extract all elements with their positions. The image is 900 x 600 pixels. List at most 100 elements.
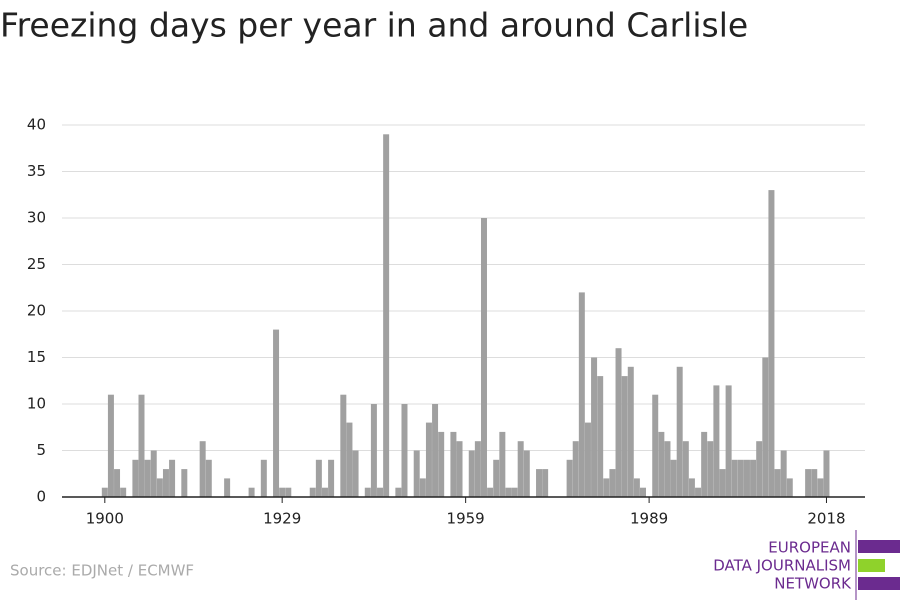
bar (633, 478, 640, 497)
bar (584, 422, 591, 497)
bar (707, 441, 714, 497)
bar (474, 441, 481, 497)
bar (150, 450, 157, 497)
bar (695, 487, 702, 497)
bar (377, 487, 384, 497)
bar (340, 394, 347, 497)
bar (273, 329, 280, 497)
y-tick-label: 20 (27, 302, 46, 320)
bar (248, 487, 255, 497)
bar (224, 478, 231, 497)
bar (468, 450, 475, 497)
bar (805, 469, 812, 497)
bar (285, 487, 292, 497)
bar (566, 459, 573, 497)
x-tick-label: 1900 (86, 510, 124, 528)
bar (493, 459, 500, 497)
x-tick-label: 2018 (807, 510, 845, 528)
source: Source: EDJNet / ECMWF (10, 562, 194, 580)
bar (591, 357, 598, 497)
bar (120, 487, 127, 497)
bar (199, 441, 206, 497)
bar (743, 459, 750, 497)
bar (542, 469, 549, 497)
bar (138, 394, 145, 497)
bar (205, 459, 212, 497)
bar (346, 422, 353, 497)
logo-bar (858, 559, 885, 572)
x-tick-label: 1959 (447, 510, 485, 528)
y-tick-label: 0 (36, 488, 46, 506)
bar (597, 376, 604, 497)
y-tick-label: 40 (27, 116, 46, 134)
bar (762, 357, 769, 497)
bar (487, 487, 494, 497)
bar (107, 394, 114, 497)
bar (768, 190, 775, 497)
bar (578, 292, 585, 497)
logo-text: NETWORK (774, 575, 852, 593)
bar (425, 422, 432, 497)
bar (774, 469, 781, 497)
bar (438, 431, 445, 497)
bar (364, 487, 371, 497)
bar (511, 487, 518, 497)
bar (823, 450, 830, 497)
bar (756, 441, 763, 497)
bar (621, 376, 628, 497)
bar (383, 134, 390, 498)
bar (114, 469, 121, 497)
bar (279, 487, 286, 497)
y-tick-label: 25 (27, 255, 46, 273)
logo-text: DATA JOURNALISM (713, 557, 851, 575)
bar (725, 385, 732, 497)
bar (719, 469, 726, 497)
bar (786, 478, 793, 497)
bar (101, 487, 108, 497)
bar (499, 431, 506, 497)
bar (658, 431, 665, 497)
bar (676, 366, 683, 497)
bar (713, 385, 720, 497)
logo-bar (858, 540, 900, 553)
bar (352, 450, 359, 497)
bar (517, 441, 524, 497)
bar (181, 469, 188, 497)
bar (401, 404, 408, 497)
bar (450, 431, 457, 497)
y-tick-label: 30 (27, 209, 46, 227)
bar (780, 450, 787, 497)
bar (652, 394, 659, 497)
bar (750, 459, 757, 497)
bar (144, 459, 151, 497)
bar (737, 459, 744, 497)
bar (609, 469, 616, 497)
logo-bar (858, 577, 900, 590)
y-tick-label: 15 (27, 348, 46, 366)
bar (456, 441, 463, 497)
bar (603, 478, 610, 497)
bar (162, 469, 169, 497)
bar (664, 441, 671, 497)
bar (309, 487, 316, 497)
bar (321, 487, 328, 497)
logo-text: EUROPEAN (768, 539, 851, 557)
bar (156, 478, 163, 497)
bar (640, 487, 646, 497)
chart-title: Freezing days per year in and around Car… (0, 6, 748, 45)
bar (627, 366, 634, 497)
y-tick-label: 10 (27, 395, 46, 413)
bar (682, 441, 689, 497)
bar (315, 459, 322, 497)
bar (432, 404, 439, 497)
bar (536, 469, 543, 497)
bar (328, 459, 335, 497)
x-tick-label: 1929 (263, 510, 301, 528)
bar (523, 450, 530, 497)
bar (370, 404, 377, 497)
bar (731, 459, 738, 497)
bar (419, 478, 426, 497)
y-tick-label: 35 (27, 162, 46, 180)
bar (413, 450, 420, 497)
